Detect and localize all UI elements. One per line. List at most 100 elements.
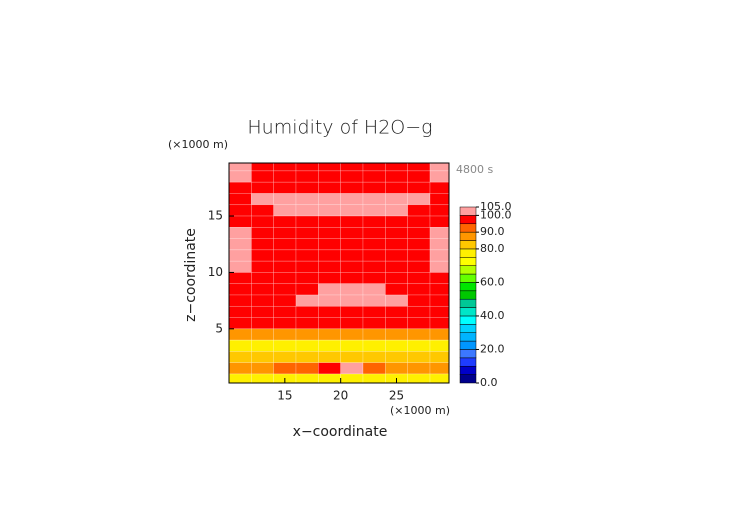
contour-cell bbox=[318, 170, 341, 183]
contour-cell bbox=[385, 181, 408, 194]
contour-cell bbox=[407, 272, 431, 285]
contour-cell bbox=[251, 362, 274, 375]
contour-cell bbox=[295, 339, 319, 352]
colorbar-band bbox=[459, 298, 477, 308]
contour-cell bbox=[273, 305, 297, 318]
contour-cell bbox=[295, 328, 319, 341]
contour-cell bbox=[362, 305, 386, 318]
colorbar-band bbox=[459, 273, 477, 283]
contour-cell bbox=[318, 328, 341, 341]
contour-cell bbox=[251, 294, 274, 307]
colorbar-band bbox=[459, 349, 477, 359]
contour-field bbox=[229, 163, 449, 383]
contour-cell bbox=[273, 328, 297, 341]
contour-cell bbox=[429, 272, 449, 285]
contour-cell bbox=[295, 260, 319, 273]
contour-cell bbox=[295, 283, 319, 296]
contour-cell bbox=[407, 328, 431, 341]
contour-cell bbox=[407, 294, 431, 307]
contour-cell bbox=[273, 181, 297, 194]
contour-cell bbox=[318, 249, 341, 262]
contour-cell bbox=[318, 193, 341, 206]
colorbar-label: 105.0 bbox=[480, 200, 512, 213]
contour-cell bbox=[340, 260, 364, 273]
contour-cell bbox=[407, 305, 431, 318]
contour-cell bbox=[340, 305, 364, 318]
contour-cell bbox=[251, 260, 274, 273]
contour-cell bbox=[273, 283, 297, 296]
contour-cell bbox=[273, 238, 297, 251]
contour-cell bbox=[340, 215, 364, 228]
contour-cell bbox=[251, 204, 274, 217]
contour-cell bbox=[273, 215, 297, 228]
contour-cell bbox=[295, 227, 319, 239]
contour-cell bbox=[318, 317, 341, 330]
contour-cell bbox=[385, 351, 408, 363]
contour-cell bbox=[295, 249, 319, 262]
contour-cell bbox=[362, 215, 386, 228]
contour-cell bbox=[407, 163, 431, 172]
y-axis-label: z−coordinate bbox=[183, 228, 199, 322]
colorbar-band bbox=[459, 357, 477, 367]
time-annotation: 4800 s bbox=[456, 163, 493, 176]
contour-cell bbox=[273, 204, 297, 217]
contour-cell bbox=[295, 272, 319, 285]
contour-cell bbox=[229, 339, 252, 352]
contour-cell bbox=[407, 181, 431, 194]
contour-cell bbox=[340, 351, 364, 363]
contour-cell bbox=[385, 305, 408, 318]
contour-cell bbox=[362, 163, 386, 172]
contour-cell bbox=[385, 339, 408, 352]
contour-cell bbox=[385, 294, 408, 307]
colorbar-band bbox=[459, 257, 477, 266]
colorbar-band bbox=[459, 240, 477, 250]
contour-cell bbox=[385, 272, 408, 285]
contour-cell bbox=[385, 283, 408, 296]
contour-cell bbox=[407, 215, 431, 228]
contour-cell bbox=[362, 317, 386, 330]
contour-cell bbox=[429, 351, 449, 363]
contour-cell bbox=[385, 260, 408, 273]
contour-cell bbox=[362, 294, 386, 307]
contour-cell bbox=[385, 227, 408, 239]
contour-cell bbox=[385, 170, 408, 183]
colorbar-band bbox=[459, 265, 477, 275]
contour-cell bbox=[229, 260, 252, 273]
contour-cell bbox=[340, 339, 364, 352]
contour-cell bbox=[407, 170, 431, 183]
contour-cell bbox=[251, 215, 274, 228]
contour-cell bbox=[295, 204, 319, 217]
contour-cell bbox=[251, 181, 274, 194]
contour-cell bbox=[295, 351, 319, 363]
contour-cell bbox=[362, 283, 386, 296]
contour-cell bbox=[362, 204, 386, 217]
contour-cell bbox=[318, 339, 341, 352]
contour-cell bbox=[362, 351, 386, 363]
contour-cell bbox=[407, 373, 431, 383]
contour-cell bbox=[273, 260, 297, 273]
contour-cell bbox=[362, 193, 386, 206]
contour-cell bbox=[295, 238, 319, 251]
contour-cell bbox=[251, 328, 274, 341]
colorbar-band bbox=[459, 248, 477, 258]
contour-cell bbox=[229, 294, 252, 307]
x-axis-label: x−coordinate bbox=[293, 424, 388, 440]
x-tick-label: 15 bbox=[277, 389, 292, 403]
contour-cell bbox=[318, 204, 341, 217]
contour-cell bbox=[362, 362, 386, 375]
contour-cell bbox=[407, 283, 431, 296]
colorbar-label: 40.0 bbox=[480, 309, 505, 322]
contour-cell bbox=[407, 362, 431, 375]
contour-cell bbox=[318, 305, 341, 318]
contour-cell bbox=[362, 249, 386, 262]
contour-cell bbox=[340, 249, 364, 262]
contour-cell bbox=[385, 362, 408, 375]
contour-cell bbox=[362, 272, 386, 285]
contour-cell bbox=[407, 317, 431, 330]
contour-cell bbox=[362, 328, 386, 341]
contour-cell bbox=[318, 260, 341, 273]
colorbar-label: 60.0 bbox=[480, 275, 505, 288]
contour-cell bbox=[295, 362, 319, 375]
contour-cell bbox=[229, 351, 252, 363]
